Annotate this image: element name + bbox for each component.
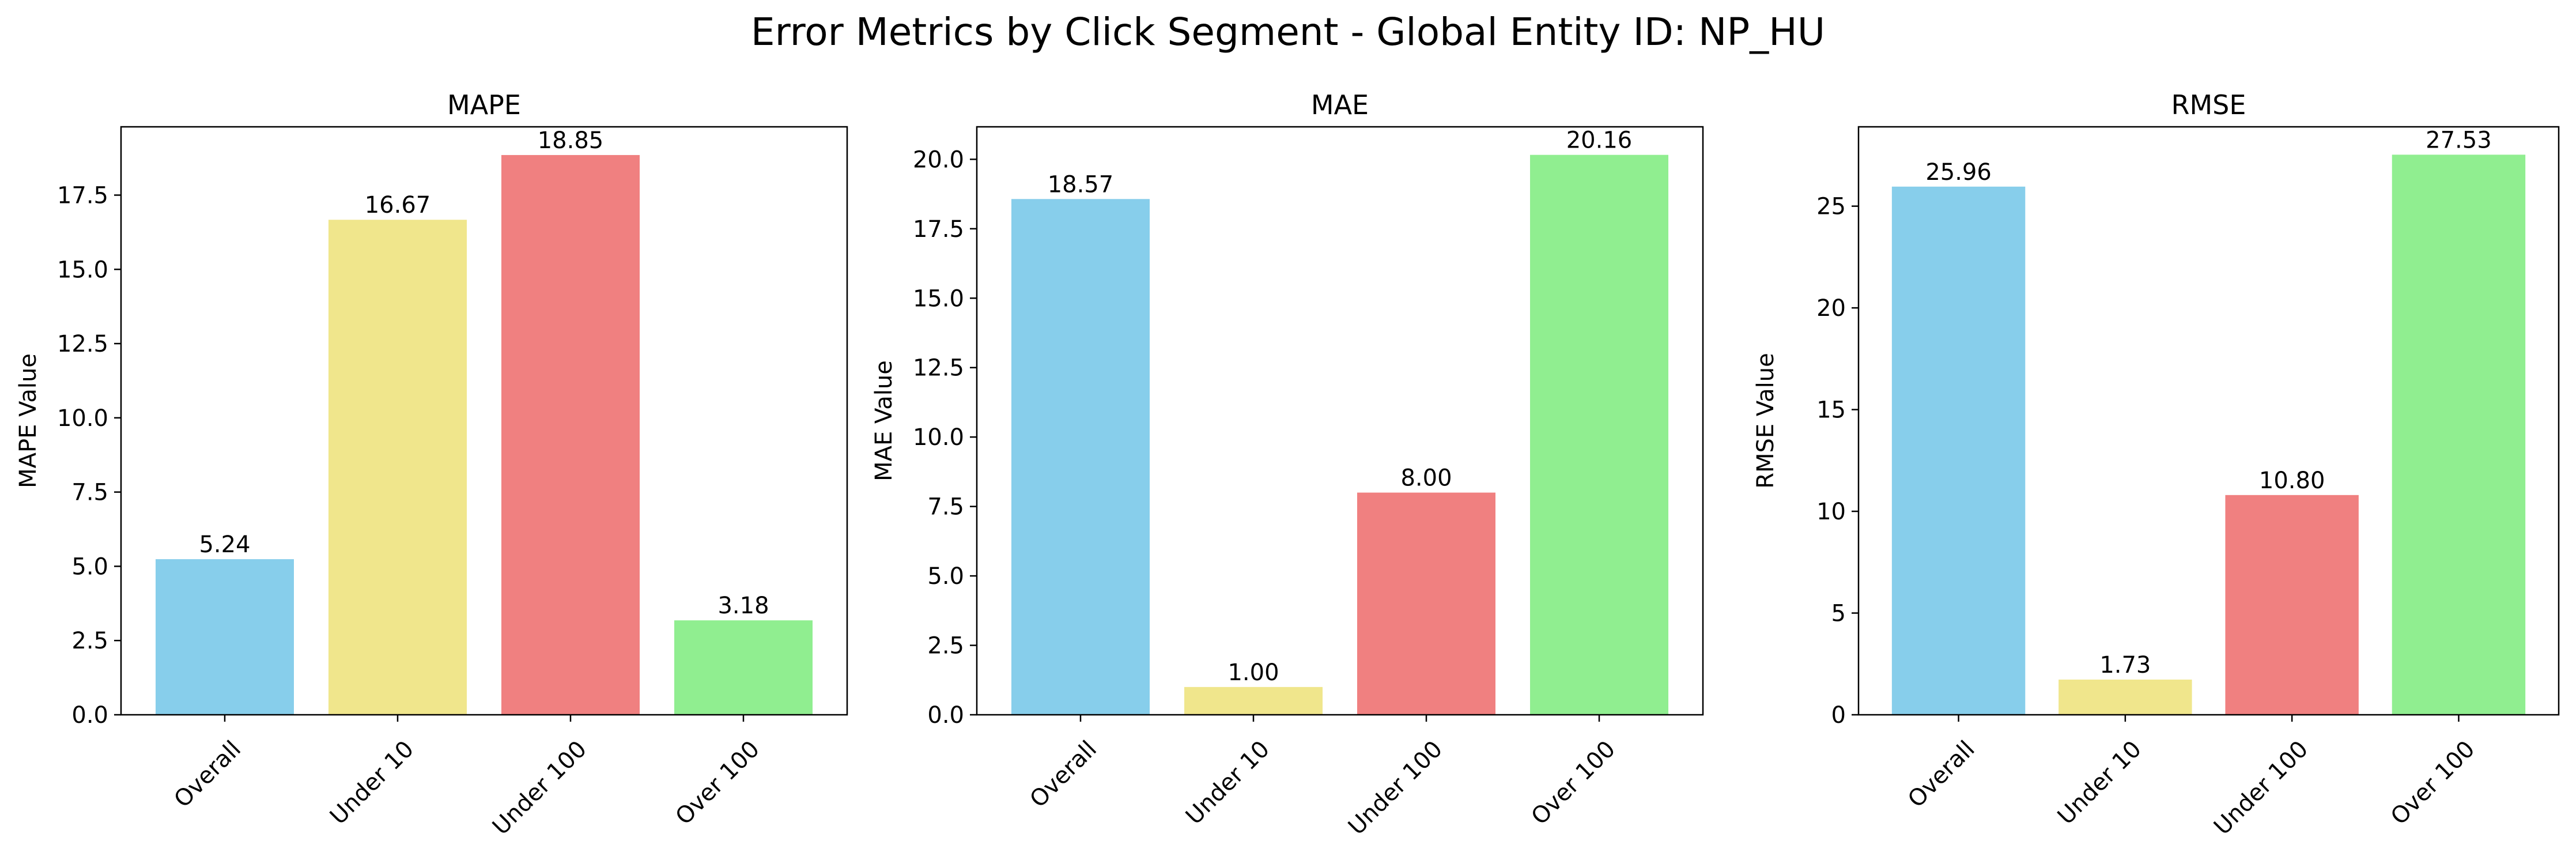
bar-under-100 [1357, 492, 1495, 715]
bar-under-10 [328, 220, 467, 715]
y-tick-label: 10.0 [57, 405, 108, 432]
x-tick-label: Under 10 [1181, 736, 1275, 830]
y-axis-label: MAPE Value [15, 353, 41, 488]
bar-overall [1011, 199, 1150, 715]
y-tick-label: 15 [1816, 397, 1846, 424]
y-tick-label: 12.5 [57, 331, 108, 357]
y-tick-label: 10.0 [913, 424, 964, 451]
bar-over-100 [1530, 154, 1668, 715]
bar-under-100 [2225, 495, 2359, 715]
panel-title: MAE [1311, 89, 1369, 120]
bar-value-label: 27.53 [2426, 127, 2492, 153]
x-tick-label: Under 100 [2209, 736, 2313, 840]
bar-value-label: 1.00 [1227, 659, 1279, 686]
y-tick-label: 10 [1816, 499, 1846, 525]
x-tick-label: Under 100 [488, 736, 592, 840]
plot-frame [976, 126, 1704, 716]
y-axis-label: MAE Value [871, 360, 897, 481]
y-axis-label: RMSE Value [1752, 353, 1779, 489]
bar-value-label: 18.57 [1048, 171, 1114, 198]
y-tick-label: 0.0 [71, 702, 108, 729]
bar-value-label: 8.00 [1400, 465, 1452, 492]
panel-mae: MAE 18.57 Overall 1.00 Under 10 8.00 Under 100… [871, 89, 1704, 840]
y-tick-label: 7.5 [927, 494, 964, 521]
y-tick-label: 7.5 [71, 480, 108, 506]
figure-title: Error Metrics by Click Segment - Global … [751, 10, 1825, 54]
y-tick-label: 5.0 [71, 553, 108, 580]
y-tick-label: 15.0 [57, 257, 108, 283]
x-tick-label: Over 100 [671, 736, 765, 831]
y-tick-label: 12.5 [913, 355, 964, 382]
y-tick-label: 2.5 [71, 628, 108, 654]
bar-under-10 [2058, 679, 2192, 715]
plot-frame [120, 126, 848, 716]
bar-overall [156, 559, 294, 715]
panel-mape: MAPE 5.24 Overall 16.67 Under 10 18.85 Under 1… [15, 89, 848, 840]
x-tick-label: Overall [1903, 736, 1980, 813]
bar-value-label: 25.96 [1925, 159, 1992, 186]
y-tick-label: 17.5 [913, 216, 964, 243]
bar-value-label: 5.24 [199, 531, 250, 558]
bar-value-label: 16.67 [365, 192, 431, 218]
x-tick-label: Over 100 [1527, 736, 1621, 831]
bar-value-label: 10.80 [2259, 467, 2325, 494]
plot-frame [1857, 126, 2560, 716]
bar-value-label: 20.16 [1566, 127, 1633, 154]
panel-title: MAPE [447, 89, 521, 120]
bar-over-100 [2392, 154, 2526, 715]
bar-value-label: 18.85 [538, 127, 604, 154]
bar-value-label: 1.73 [2099, 652, 2151, 678]
panel-rmse: RMSE 25.96 Overall 1.73 Under 10 10.80 Under 1… [1752, 89, 2560, 840]
x-tick-label: Overall [169, 736, 246, 813]
y-tick-label: 5 [1831, 601, 1846, 627]
x-tick-label: Over 100 [2386, 736, 2480, 831]
panel-title: RMSE [2171, 89, 2246, 120]
y-tick-label: 15.0 [913, 285, 964, 312]
bar-under-10 [1184, 687, 1323, 715]
x-tick-label: Under 10 [2053, 736, 2147, 830]
y-tick-label: 20.0 [913, 146, 964, 173]
x-tick-label: Under 100 [1343, 736, 1448, 840]
y-tick-label: 25 [1816, 194, 1846, 220]
bar-under-100 [501, 154, 640, 715]
y-tick-label: 17.5 [57, 182, 108, 209]
bar-over-100 [674, 620, 813, 715]
y-tick-label: 2.5 [927, 633, 964, 659]
x-tick-label: Under 10 [325, 736, 419, 830]
bar-overall [1891, 186, 2026, 715]
y-tick-label: 0.0 [927, 702, 964, 729]
y-tick-label: 0 [1831, 702, 1846, 729]
bar-value-label: 3.18 [717, 593, 769, 619]
x-tick-label: Overall [1025, 736, 1102, 813]
y-tick-label: 20 [1816, 295, 1846, 322]
y-tick-label: 5.0 [927, 563, 964, 590]
